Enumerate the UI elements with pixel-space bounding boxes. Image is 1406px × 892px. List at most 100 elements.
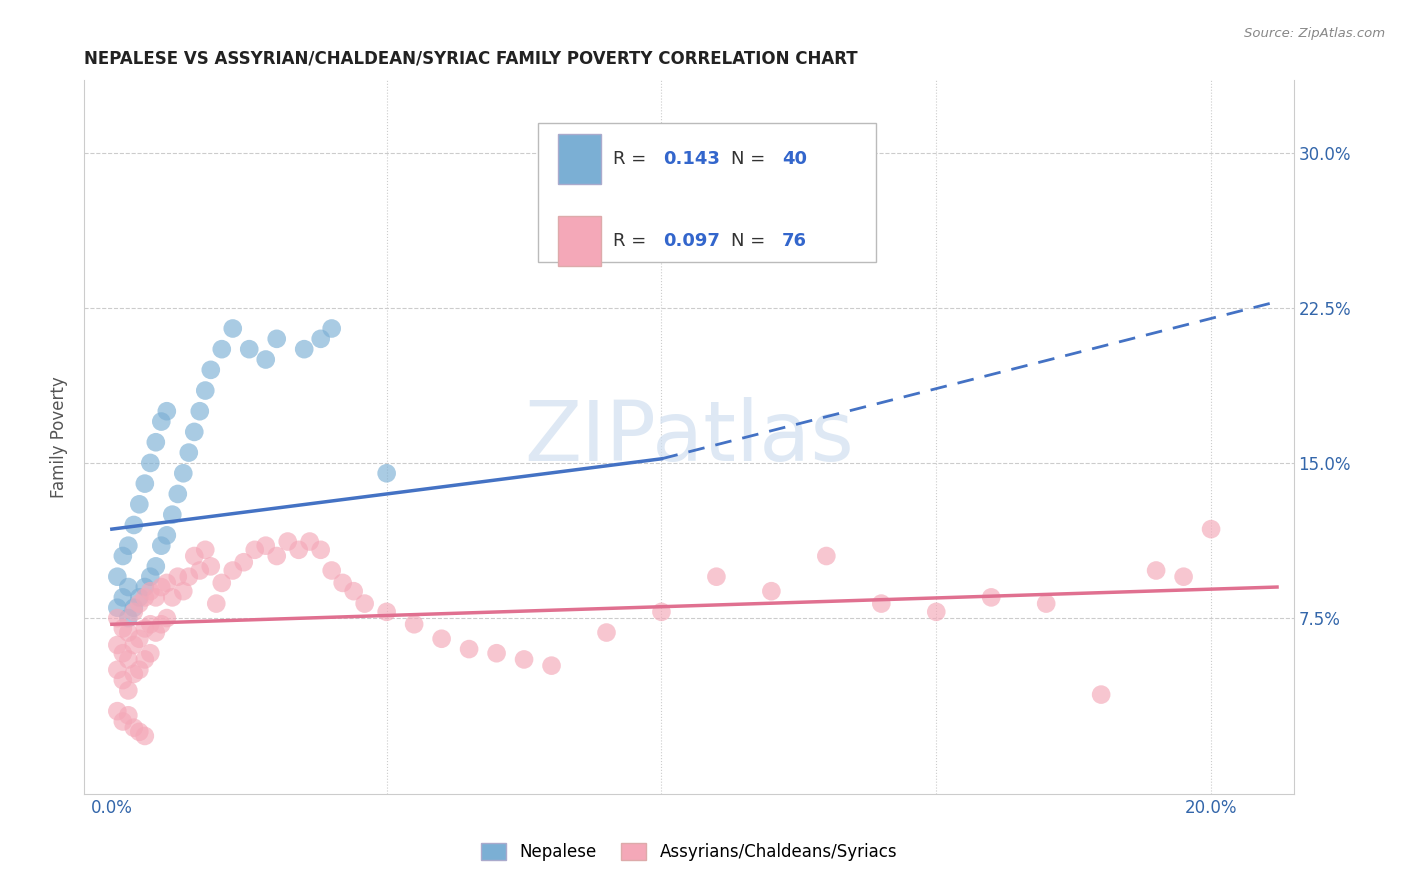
Point (761, 584, 783, 599)
Point (111, 591, 134, 605)
Point (194, 542, 217, 557)
Point (706, 570, 728, 584)
Point (145, 435, 167, 450)
Text: ZIPatlas: ZIPatlas (524, 397, 853, 477)
Point (200, 559, 222, 574)
Point (139, 617, 162, 632)
Text: R =: R = (613, 150, 652, 168)
Point (134, 652, 156, 666)
Point (485, 646, 508, 660)
Point (128, 724, 150, 739)
Point (188, 404, 211, 418)
Point (122, 600, 145, 615)
Point (162, 508, 184, 522)
Text: N =: N = (731, 150, 772, 168)
Point (105, 600, 128, 615)
Point (111, 621, 134, 635)
Point (287, 542, 309, 557)
Point (183, 549, 205, 563)
Point (111, 673, 134, 687)
Point (540, 658, 562, 673)
Point (128, 632, 150, 646)
Point (266, 332, 288, 346)
Text: 76: 76 (782, 232, 807, 250)
Point (134, 729, 156, 743)
Point (298, 534, 321, 549)
Point (105, 611, 128, 625)
Point (134, 591, 156, 605)
Text: Source: ZipAtlas.com: Source: ZipAtlas.com (1244, 27, 1385, 40)
Text: NEPALESE VS ASSYRIAN/CHALDEAN/SYRIAC FAMILY POVERTY CORRELATION CHART: NEPALESE VS ASSYRIAN/CHALDEAN/SYRIAC FAM… (84, 50, 858, 68)
Point (105, 704, 128, 718)
Point (1090, 688, 1112, 702)
Point (1173, 570, 1195, 584)
Point (117, 652, 139, 666)
Point (117, 683, 139, 698)
Point (513, 652, 536, 666)
Point (145, 559, 167, 574)
FancyBboxPatch shape (558, 216, 600, 266)
Point (128, 497, 150, 511)
Point (105, 638, 128, 652)
Point (145, 625, 167, 640)
Point (139, 584, 162, 599)
Point (117, 539, 139, 553)
Point (277, 534, 299, 549)
Point (122, 605, 145, 619)
Point (321, 564, 343, 578)
Point (292, 342, 315, 356)
Point (150, 617, 173, 632)
Point (134, 476, 156, 491)
Point (128, 591, 150, 605)
Point (238, 342, 260, 356)
Point (177, 445, 200, 459)
Point (117, 611, 139, 625)
Point (122, 638, 145, 652)
Point (166, 570, 188, 584)
Text: R =: R = (613, 232, 652, 250)
FancyBboxPatch shape (558, 134, 600, 184)
Point (139, 570, 162, 584)
Point (254, 352, 277, 367)
Point (980, 591, 1002, 605)
Point (650, 208, 672, 222)
Point (309, 542, 332, 557)
Point (211, 342, 233, 356)
Y-axis label: Family Poverty: Family Poverty (51, 376, 69, 498)
Point (254, 539, 277, 553)
Text: 0.143: 0.143 (664, 150, 720, 168)
Point (232, 555, 254, 569)
Point (117, 580, 139, 594)
Text: 40: 40 (782, 150, 807, 168)
Point (404, 617, 426, 632)
Point (222, 564, 245, 578)
Point (183, 425, 205, 439)
Point (177, 570, 200, 584)
Point (243, 542, 266, 557)
Point (111, 549, 134, 563)
Point (1144, 564, 1167, 578)
Point (815, 549, 838, 563)
Point (211, 575, 233, 590)
Point (266, 549, 288, 563)
Point (458, 642, 481, 657)
Point (222, 321, 245, 335)
Point (706, 166, 728, 180)
Point (353, 597, 375, 611)
Point (128, 597, 150, 611)
Point (172, 584, 194, 599)
Point (145, 591, 167, 605)
Point (105, 570, 128, 584)
Point (150, 415, 173, 429)
Text: 0.097: 0.097 (664, 232, 720, 250)
Point (111, 714, 134, 729)
Point (870, 597, 893, 611)
Point (172, 467, 194, 481)
Point (375, 467, 398, 481)
Point (156, 611, 179, 625)
Point (156, 404, 179, 418)
Point (122, 518, 145, 533)
Point (128, 663, 150, 677)
Point (111, 646, 134, 660)
Point (309, 332, 332, 346)
